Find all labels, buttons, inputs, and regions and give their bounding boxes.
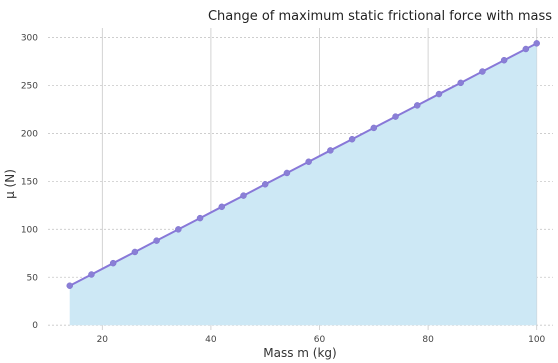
data-point bbox=[435, 90, 443, 98]
data-point bbox=[66, 282, 73, 289]
data-point bbox=[327, 147, 334, 154]
x-tick-label: 80 bbox=[422, 335, 434, 345]
area-fill bbox=[69, 43, 537, 326]
chart-title: Change of maximum static frictional forc… bbox=[208, 9, 552, 24]
data-point bbox=[196, 214, 204, 222]
data-point bbox=[283, 169, 291, 177]
series-markers bbox=[66, 40, 540, 289]
x-axis-title: Mass m (kg) bbox=[263, 346, 336, 360]
data-point bbox=[218, 203, 226, 211]
x-tick-label: 60 bbox=[314, 335, 326, 345]
data-point bbox=[348, 135, 356, 143]
data-point bbox=[175, 226, 182, 233]
data-point bbox=[131, 248, 139, 256]
data-point bbox=[392, 113, 399, 120]
data-point bbox=[370, 124, 378, 132]
x-tick-label: 100 bbox=[528, 335, 545, 345]
data-point bbox=[305, 158, 312, 165]
area-fill-layer bbox=[69, 43, 537, 326]
x-tick-label: 40 bbox=[205, 335, 217, 345]
y-tick-label: 0 bbox=[32, 321, 38, 331]
y-tick-label: 200 bbox=[21, 129, 38, 139]
data-point bbox=[109, 259, 117, 267]
data-point bbox=[413, 102, 421, 109]
data-point bbox=[457, 79, 464, 87]
y-tick-label: 150 bbox=[21, 177, 38, 187]
data-point bbox=[479, 68, 486, 75]
y-tick-label: 300 bbox=[21, 34, 38, 44]
data-point bbox=[261, 181, 269, 188]
data-point bbox=[533, 40, 540, 47]
y-tick-label: 100 bbox=[21, 225, 38, 235]
y-tick-label: 250 bbox=[21, 82, 38, 92]
tick-labels: 20 40 60 80 100 0 50 100 150 200 250 300 bbox=[21, 34, 546, 345]
data-point bbox=[153, 237, 160, 244]
data-point bbox=[522, 45, 530, 53]
data-point bbox=[500, 56, 508, 64]
data-point bbox=[240, 192, 247, 199]
x-tick-label: 20 bbox=[97, 335, 109, 345]
y-tick-label: 50 bbox=[27, 273, 39, 283]
y-axis-title: μ (N) bbox=[3, 169, 17, 199]
data-point bbox=[88, 271, 95, 278]
